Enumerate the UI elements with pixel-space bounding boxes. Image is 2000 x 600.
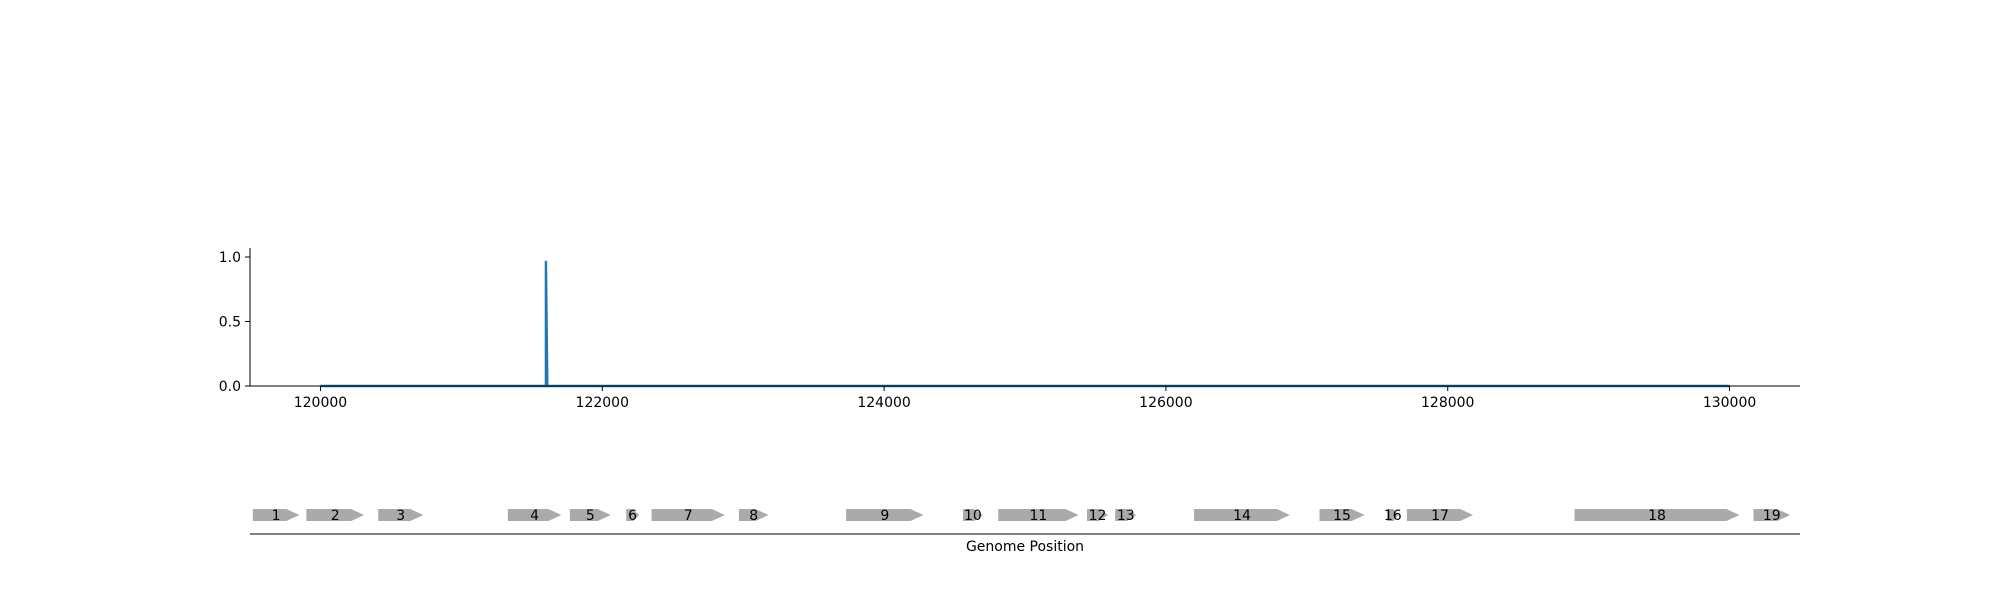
gene-label: 4 (530, 508, 539, 524)
gene-track-xlabel: Genome Position (966, 539, 1084, 555)
gene-label: 12 (1089, 508, 1107, 524)
gene-label: 6 (628, 508, 637, 524)
gene-label: 9 (880, 508, 889, 524)
x-tick-label: 126000 (1139, 395, 1192, 411)
gene-arrow-18 (1574, 509, 1740, 521)
gene-label: 18 (1648, 508, 1666, 524)
x-tick-label: 122000 (576, 395, 629, 411)
gene-arrow-1 (252, 509, 300, 521)
gene-arrow-11 (998, 509, 1079, 521)
gene-arrow-2 (306, 509, 365, 521)
gene-label: 2 (331, 508, 340, 524)
gene-arrow-3 (378, 509, 424, 521)
gene-arrow-8 (738, 509, 769, 521)
gene-arrow-15 (1319, 509, 1365, 521)
gene-label: 7 (684, 508, 693, 524)
gene-arrow-12 (1087, 509, 1109, 521)
coverage-plot: 0.0 0.5 1.0 120000 122000 124000 126000 128000… (219, 248, 1800, 411)
gene-track: 1 2 3 4 5 6 7 8 9 10 11 12 13 14 15 16 17 18 19 Genome Pos… (250, 508, 1800, 555)
gene-arrow-13 (1115, 509, 1137, 521)
gene-arrow-6 (626, 509, 639, 521)
coverage-series (320, 260, 1730, 388)
y-tick-label: 0.5 (219, 315, 241, 331)
gene-label: 8 (749, 508, 758, 524)
gene-arrow-19 (1753, 509, 1791, 521)
gene-arrows: 1 2 3 4 5 6 7 8 9 10 11 12 13 14 15 16 17 18 19 (252, 508, 1791, 524)
gene-label: 17 (1431, 508, 1449, 524)
gene-arrow-17 (1406, 509, 1474, 521)
gene-arrow-5 (569, 509, 611, 521)
y-tick-label: 0.0 (219, 379, 241, 395)
gene-label: 13 (1117, 508, 1135, 524)
x-tick-label: 130000 (1703, 395, 1756, 411)
x-tick-label: 120000 (294, 395, 347, 411)
gene-label: 19 (1763, 508, 1781, 524)
gene-arrow-10 (963, 509, 983, 521)
x-tick-label: 128000 (1421, 395, 1474, 411)
gene-arrow-14 (1194, 509, 1290, 521)
gene-arrow-7 (651, 509, 725, 521)
coverage-line-0 (320, 260, 1730, 388)
y-tick-label: 1.0 (219, 250, 241, 266)
gene-label: 11 (1029, 508, 1047, 524)
gene-arrow-4 (507, 509, 562, 521)
gene-arrow-16 (1387, 509, 1399, 521)
gene-label: 5 (586, 508, 595, 524)
gene-label: 15 (1333, 508, 1351, 524)
gene-label: 3 (396, 508, 405, 524)
x-tick-label: 124000 (857, 395, 910, 411)
gene-arrow-9 (846, 509, 924, 521)
x-ticks: 120000 122000 124000 126000 128000 130000 (294, 386, 1756, 411)
y-ticks: 0.0 0.5 1.0 (219, 250, 250, 395)
gene-label: 1 (272, 508, 281, 524)
gene-label: 10 (964, 508, 982, 524)
gene-label: 16 (1384, 508, 1402, 524)
gene-label: 14 (1233, 508, 1251, 524)
